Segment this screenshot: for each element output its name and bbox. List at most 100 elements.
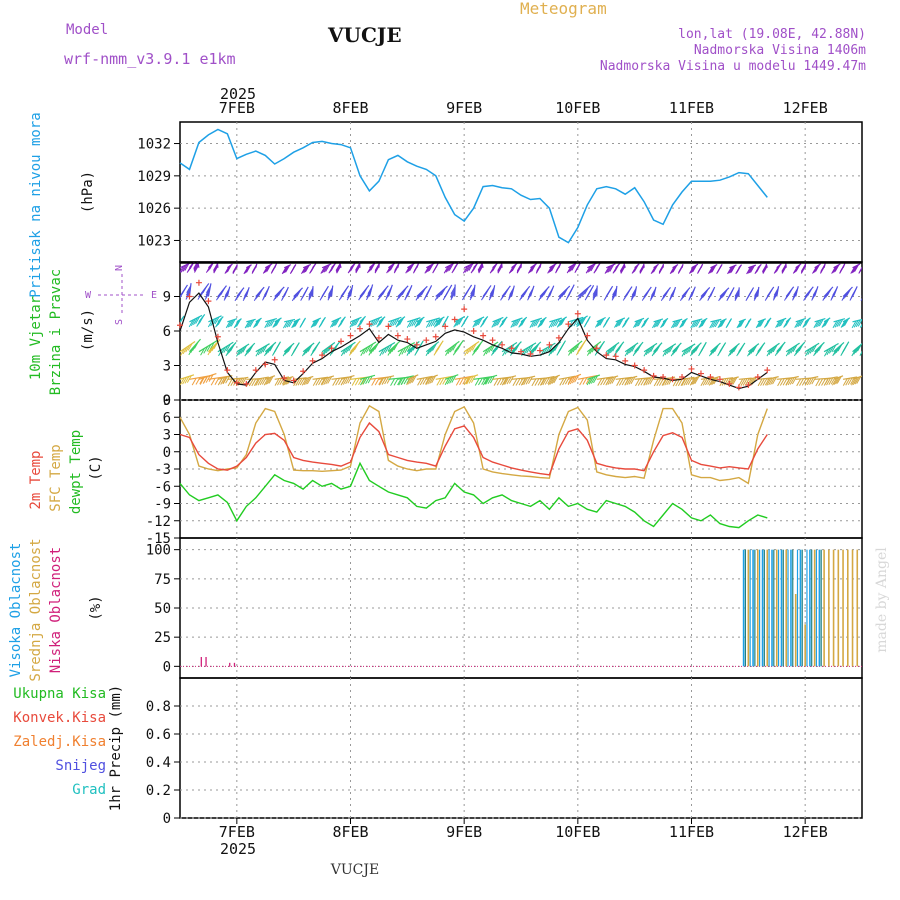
wind-barb-feather	[673, 345, 679, 354]
day-label-bottom: 9FEB	[446, 823, 482, 841]
wind-barb	[492, 316, 504, 323]
cloud-panel: 0 25 50 75 100	[146, 537, 863, 679]
wind-barb-feather	[396, 293, 402, 301]
wind-barb	[265, 317, 278, 323]
wind-barb	[283, 264, 292, 269]
wind-barb-feather	[349, 348, 354, 356]
wind-barb-feather	[494, 344, 500, 353]
wind-barb	[274, 317, 282, 323]
wind-barb-feather	[857, 319, 862, 327]
wind-barb-feather	[655, 319, 661, 328]
wind-barb-feather	[765, 318, 771, 326]
wind-barb-feather	[292, 320, 298, 328]
wind-barb-feather	[253, 320, 258, 328]
wind-barb-feather	[535, 318, 541, 327]
wind-barb	[198, 339, 218, 353]
wind-gust-mark	[508, 345, 515, 352]
wind-gust-mark	[565, 321, 572, 328]
wind-barb-feather	[446, 376, 452, 385]
wind-gust-mark	[300, 368, 307, 375]
wind-barb-feather	[551, 376, 557, 384]
wind-barb	[653, 318, 664, 323]
wind-barb-feather	[400, 377, 406, 385]
wind-barb-feather	[501, 378, 507, 386]
wind-barb-feather	[836, 376, 842, 384]
wind-barb	[757, 318, 766, 323]
wind-barb-feather	[681, 319, 686, 327]
wind-gust-mark	[518, 348, 524, 355]
wind-barb-feather	[851, 320, 857, 329]
wind-barb-feather	[614, 263, 620, 272]
wind-barb-feather	[863, 319, 867, 326]
wind-barb-feather	[548, 344, 553, 352]
wind-barb-feather	[752, 344, 758, 353]
wind-barb-feather	[559, 291, 565, 299]
wind-barb-feather	[757, 320, 762, 328]
wind-barb-feather	[575, 342, 580, 351]
wind-barb-feather	[252, 264, 258, 272]
wind-barb-feather	[729, 347, 735, 356]
wind-barb-feather	[841, 319, 847, 328]
wind-barb-feather	[753, 293, 759, 301]
wind-barb-feather	[406, 348, 412, 356]
wind-barb-feather	[691, 265, 697, 273]
wind-barb-feather	[855, 319, 861, 328]
wind-barb-feather	[495, 318, 500, 327]
wind-barb-feather	[262, 344, 268, 353]
wind-barb-feather	[580, 341, 586, 350]
wind-barb-feather	[431, 375, 437, 384]
wind-barb-feather	[671, 265, 677, 273]
wind-barb-feather	[635, 378, 640, 387]
chart-title: Meteogram	[520, 0, 607, 18]
wind-barb-feather	[792, 344, 798, 353]
wind-barb-feather	[671, 320, 676, 329]
wind-barb-feather	[658, 264, 664, 273]
wind-barb-feather	[362, 287, 368, 295]
wind-barb-feather	[391, 344, 397, 353]
wind-barb-feather	[425, 377, 431, 386]
wind-barb-feather	[631, 291, 636, 299]
wind-barb-feather	[736, 320, 742, 329]
wind-gust-mark	[186, 293, 193, 300]
wind-barb-feather	[831, 378, 837, 386]
wind-barb-feather	[832, 348, 838, 357]
wind-barb-feather	[619, 263, 625, 272]
wind-barb-feather	[797, 345, 802, 353]
wind-barb-feather	[485, 346, 491, 355]
wind-barb-feather	[335, 264, 341, 272]
wind-barb	[236, 376, 249, 380]
wind-barb-feather	[207, 347, 213, 356]
wind-barb-feather	[529, 320, 535, 328]
wind-barb-feather	[355, 264, 361, 273]
wind-barb-feather	[653, 378, 659, 387]
wind-barb-feather	[194, 265, 199, 273]
wind-barb-feather	[624, 378, 630, 386]
wind-barb-feather	[840, 264, 845, 272]
wind-barb-feather	[544, 377, 550, 385]
wind-barb-feather	[192, 343, 198, 351]
wind-barb-feather	[375, 317, 381, 326]
wind-barb-feather	[492, 346, 498, 354]
wind-barb-feather	[711, 377, 717, 385]
wind-barb-feather	[330, 320, 335, 328]
wind-barb-feather	[511, 263, 517, 272]
wind-barb-feather	[818, 343, 823, 352]
wind-barb-feather	[620, 265, 626, 273]
wind-barb-feather	[618, 318, 624, 326]
wind-barb	[568, 316, 584, 323]
pressure-ytick-label: 1026	[137, 201, 171, 217]
wind-barb-feather	[323, 265, 329, 273]
wind-barb	[208, 315, 222, 323]
wind-barb	[861, 321, 862, 322]
wind-barb-feather	[609, 264, 615, 272]
wind-barb	[606, 375, 619, 380]
wind-barb-feather	[860, 351, 862, 355]
wind-barb-feather	[734, 291, 740, 300]
wind-barb-feather	[260, 346, 266, 354]
wind-barb-feather	[255, 319, 260, 327]
wind-barb	[757, 286, 760, 297]
wind-barb-feather	[489, 289, 495, 297]
wind-barb-feather	[214, 316, 220, 325]
wind-gust-mark	[385, 323, 392, 330]
wind-barb-feather	[574, 375, 579, 383]
